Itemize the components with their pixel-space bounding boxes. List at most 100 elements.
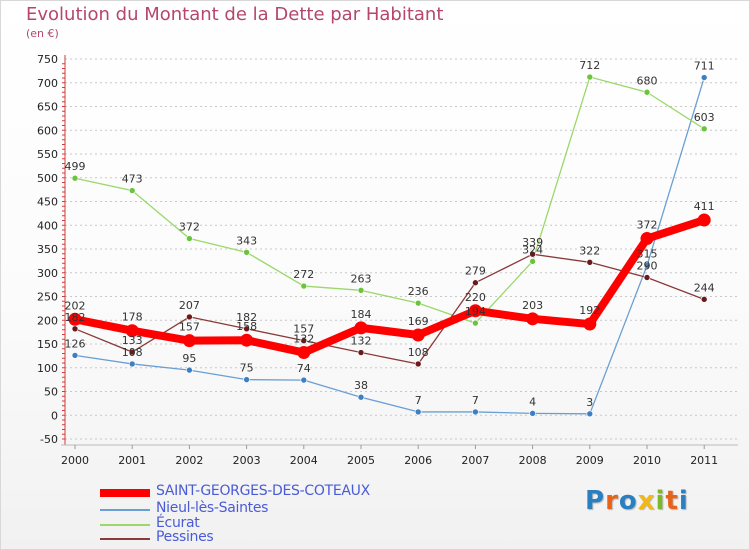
logo-letter: i: [655, 486, 666, 516]
x-tick-label: 2009: [576, 454, 604, 467]
data-point-ecurat: [357, 287, 365, 294]
chart-subtitle: (en €): [26, 27, 59, 40]
x-tick-label: 2010: [633, 454, 661, 467]
series-line-pessines: [74, 253, 705, 365]
series-line-nieul-les-saintes: [74, 76, 705, 415]
data-label-pessines: 322: [579, 244, 600, 257]
logo-letter: t: [665, 486, 679, 516]
data-label-pessines: 290: [637, 260, 658, 273]
data-label-nieul-les-saintes: 7: [472, 394, 479, 407]
data-label-pessines: 279: [465, 265, 486, 278]
logo-letter: o: [618, 486, 638, 516]
data-label-nieul-les-saintes: 711: [694, 60, 715, 73]
data-point-nieul-les-saintes: [300, 376, 308, 384]
data-point-pessines: [186, 313, 193, 321]
data-label-pessines: 182: [65, 311, 86, 324]
data-label-saint-georges-des-coteaux: 192: [579, 304, 600, 317]
data-point-nieul-les-saintes: [529, 410, 536, 417]
data-label-saint-georges-des-coteaux: 372: [637, 219, 658, 232]
legend-swatch-saint-georges: [100, 489, 150, 497]
data-point-pessines: [643, 274, 651, 281]
data-label-pessines: 157: [293, 323, 314, 336]
legend-label-nieul: Nieul-lès-Saintes: [156, 500, 269, 516]
y-tick-label: 700: [37, 77, 58, 90]
data-label-pessines: 133: [122, 334, 143, 347]
x-tick-label: 2005: [347, 454, 375, 467]
logo-letter: P: [585, 486, 606, 516]
logo-letter: i: [678, 486, 689, 516]
axes: -50 0 50 100 150 200 250 300 350 400 450 500 550 600 6…: [37, 53, 738, 467]
data-label-ecurat: 499: [65, 160, 86, 173]
proxiti-logo: Proxiti: [585, 486, 689, 516]
logo-letter: r: [605, 486, 619, 516]
data-point-saint-georges-des-coteaux: [526, 312, 540, 326]
data-point-nieul-les-saintes: [414, 408, 422, 416]
legend-swatch-nieul: [100, 509, 150, 511]
data-point-saint-georges-des-coteaux: [297, 346, 311, 360]
x-tick-label: 2003: [233, 454, 261, 467]
data-point-saint-georges-des-coteaux: [125, 324, 139, 338]
data-point-saint-georges-des-coteaux: [68, 312, 82, 326]
series-line-ecurat: [74, 76, 705, 324]
chart-title: Evolution du Montant de la Dette par Hab…: [26, 4, 444, 25]
data-point-pessines: [357, 349, 365, 356]
data-label-ecurat: 603: [694, 111, 715, 124]
data-label-ecurat: 473: [122, 173, 143, 186]
data-label-nieul-les-saintes: 75: [240, 362, 254, 375]
y-tick-label: 750: [37, 53, 58, 66]
data-point-ecurat: [643, 88, 651, 96]
data-point-pessines: [243, 325, 250, 333]
data-label-nieul-les-saintes: 126: [65, 337, 86, 350]
data-point-saint-georges-des-coteaux: [697, 213, 711, 227]
data-point-ecurat: [472, 319, 479, 327]
data-point-nieul-les-saintes: [186, 366, 193, 374]
data-label-saint-georges-des-coteaux: 184: [351, 308, 372, 321]
data-point-pessines: [700, 296, 708, 303]
data-label-ecurat: 324: [522, 243, 543, 256]
data-point-ecurat: [128, 187, 136, 194]
x-tick-label: 2002: [175, 454, 203, 467]
data-point-pessines: [71, 325, 79, 333]
legend-label-pessines: Pessines: [156, 529, 214, 545]
data-point-ecurat: [700, 125, 708, 133]
data-point-saint-georges-des-coteaux: [182, 334, 196, 348]
data-label-saint-georges-des-coteaux: 158: [236, 320, 257, 333]
data-point-nieul-les-saintes: [357, 393, 365, 401]
y-tick-label: 500: [37, 172, 58, 185]
x-tick-label: 2006: [404, 454, 432, 467]
y-tick-label: 250: [37, 291, 58, 304]
y-tick-label: 50: [44, 386, 58, 399]
data-point-ecurat: [243, 249, 250, 256]
data-point-nieul-les-saintes: [472, 408, 479, 416]
data-point-saint-georges-des-coteaux: [583, 317, 597, 331]
data-label-pessines: 339: [522, 236, 543, 249]
data-label-pessines: 182: [236, 311, 257, 324]
x-tick-label: 2011: [690, 454, 718, 467]
logo-letter: x: [637, 486, 656, 516]
data-label-ecurat: 680: [637, 74, 658, 87]
data-label-nieul-les-saintes: 38: [354, 379, 368, 392]
y-tick-label: 550: [37, 148, 58, 161]
y-tick-label: 150: [37, 338, 58, 351]
data-point-nieul-les-saintes: [586, 410, 594, 418]
data-point-ecurat: [71, 174, 79, 182]
data-label-saint-georges-des-coteaux: 178: [122, 311, 143, 324]
data-label-ecurat: 372: [179, 221, 200, 234]
data-label-saint-georges-des-coteaux: 203: [522, 299, 543, 312]
y-tick-label: 100: [37, 362, 58, 375]
data-label-nieul-les-saintes: 7: [415, 394, 422, 407]
y-tick-label: 0: [51, 409, 58, 422]
x-tick-label: 2008: [519, 454, 547, 467]
data-point-saint-georges-des-coteaux: [411, 328, 425, 342]
data-label-saint-georges-des-coteaux: 411: [694, 200, 715, 213]
data-label-saint-georges-des-coteaux: 169: [408, 315, 429, 328]
data-label-nieul-les-saintes: 3: [586, 396, 593, 409]
data-point-saint-georges-des-coteaux: [640, 232, 654, 246]
data-point-pessines: [586, 258, 594, 266]
data-point-nieul-les-saintes: [71, 352, 79, 359]
data-point-nieul-les-saintes: [643, 262, 651, 269]
series-lines: [71, 76, 709, 415]
x-tick-label: 2000: [61, 454, 89, 467]
data-point-nieul-les-saintes: [243, 376, 250, 383]
